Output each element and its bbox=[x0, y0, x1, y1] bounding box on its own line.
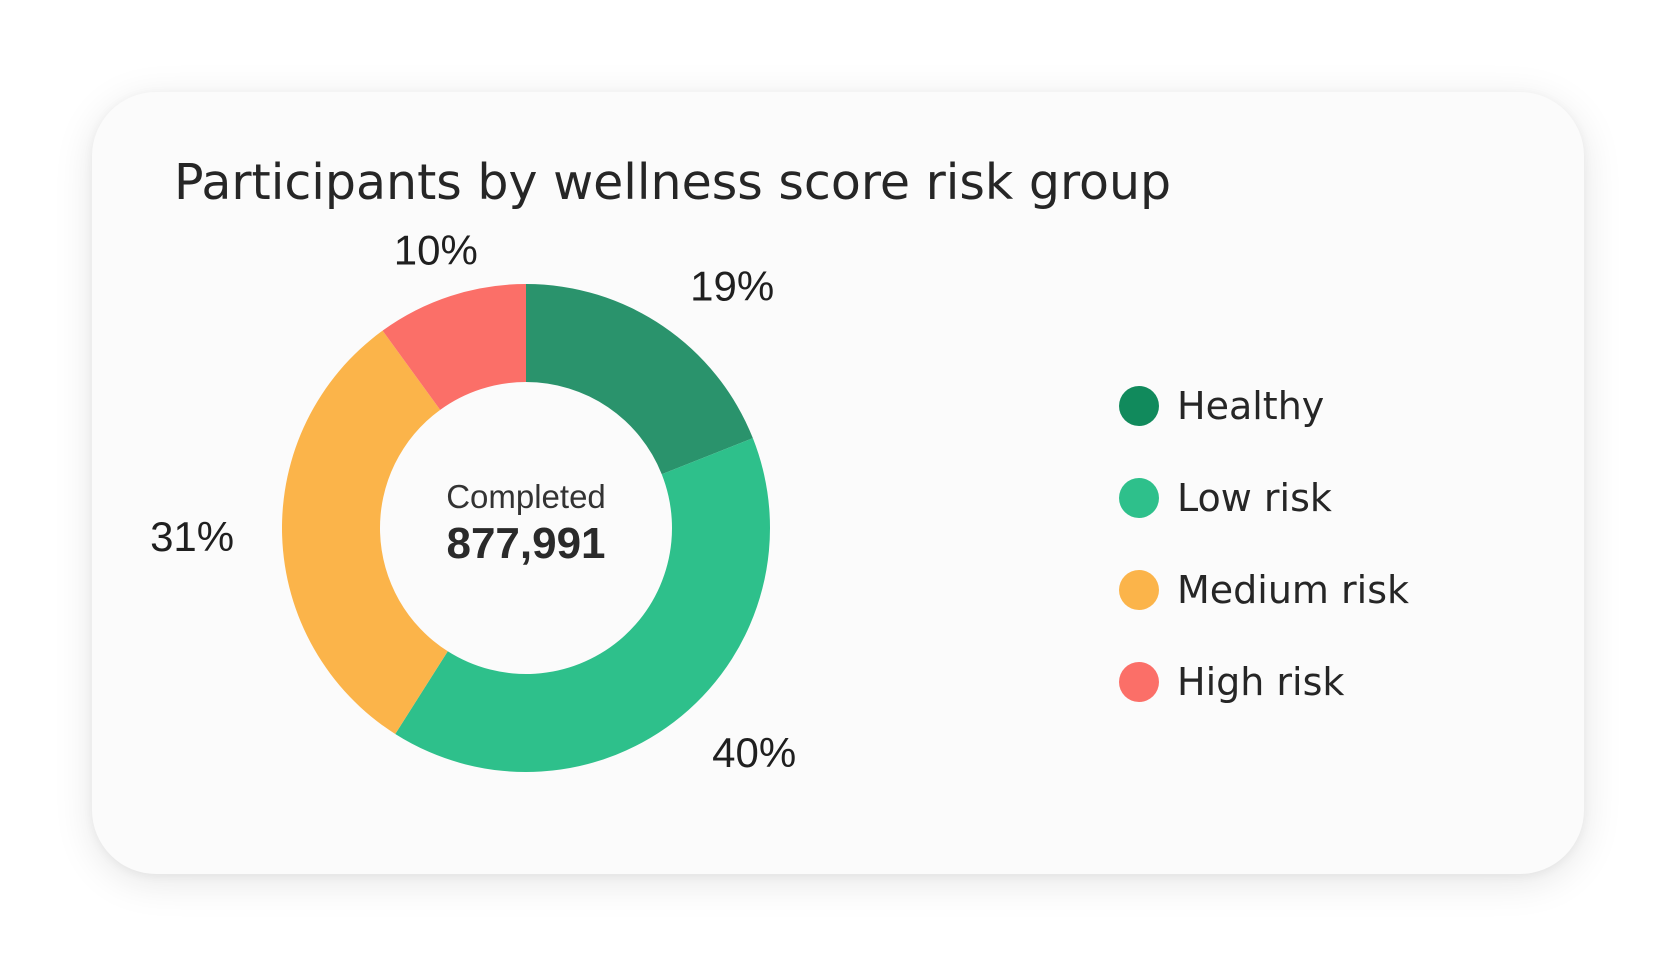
center-value: 877,991 bbox=[446, 519, 605, 568]
legend-swatch-high-risk bbox=[1119, 662, 1159, 702]
legend-item-healthy[interactable]: Healthy bbox=[1119, 360, 1409, 452]
slice-label-healthy: 19% bbox=[690, 262, 774, 309]
legend-label: High risk bbox=[1177, 660, 1345, 704]
legend-label: Low risk bbox=[1177, 476, 1332, 520]
slice-medium-risk[interactable] bbox=[282, 330, 448, 735]
donut-chart: 19% 40% 31% 10% Completed 877,991 bbox=[150, 226, 796, 776]
slice-healthy[interactable] bbox=[526, 284, 753, 475]
center-caption: Completed bbox=[446, 478, 606, 515]
slice-label-medium-risk: 31% bbox=[150, 513, 234, 560]
donut-slice-labels: 19% 40% 31% 10% bbox=[150, 226, 796, 776]
legend-swatch-low-risk bbox=[1119, 478, 1159, 518]
chart-title: Participants by wellness score risk grou… bbox=[174, 154, 1172, 211]
chart-card: Participants by wellness score risk grou… bbox=[92, 92, 1584, 874]
slice-high-risk[interactable] bbox=[382, 284, 526, 410]
legend-swatch-medium-risk bbox=[1119, 570, 1159, 610]
donut-slices bbox=[282, 284, 770, 772]
legend-item-low-risk[interactable]: Low risk bbox=[1119, 452, 1409, 544]
legend-item-medium-risk[interactable]: Medium risk bbox=[1119, 544, 1409, 636]
legend-swatch-healthy bbox=[1119, 386, 1159, 426]
slice-label-low-risk: 40% bbox=[712, 729, 796, 776]
legend-item-high-risk[interactable]: High risk bbox=[1119, 636, 1409, 728]
legend-label: Healthy bbox=[1177, 384, 1325, 428]
slice-label-high-risk: 10% bbox=[394, 226, 478, 273]
legend: Healthy Low risk Medium risk High risk bbox=[1119, 360, 1409, 728]
legend-label: Medium risk bbox=[1177, 568, 1410, 612]
slice-low-risk[interactable] bbox=[395, 438, 770, 772]
